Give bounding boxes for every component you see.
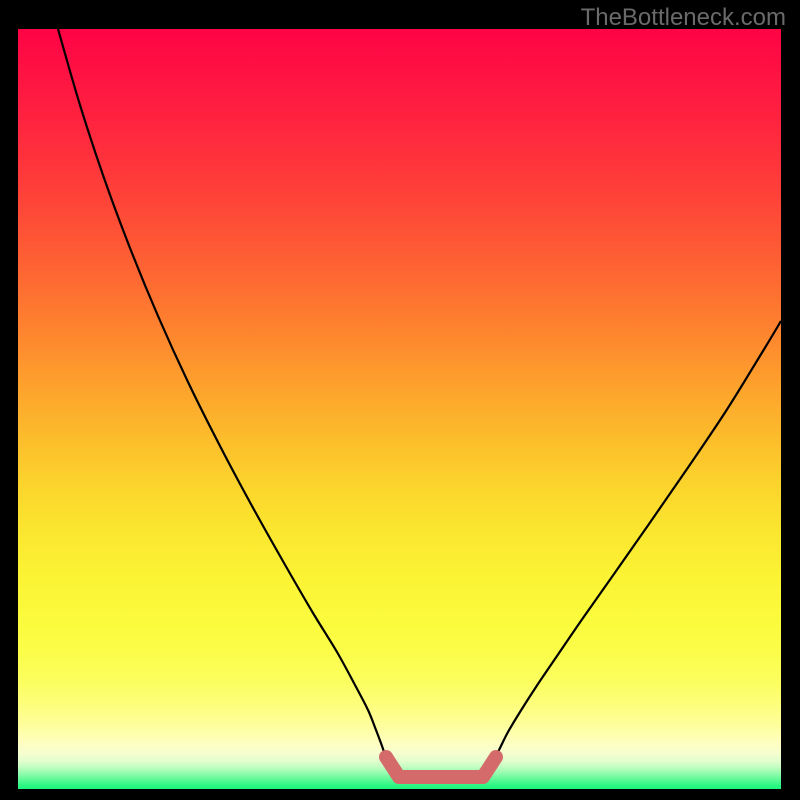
chart-canvas: TheBottleneck.com <box>0 0 800 800</box>
chart-svg <box>0 0 800 800</box>
watermark-label: TheBottleneck.com <box>581 4 786 32</box>
plot-background <box>18 29 781 789</box>
